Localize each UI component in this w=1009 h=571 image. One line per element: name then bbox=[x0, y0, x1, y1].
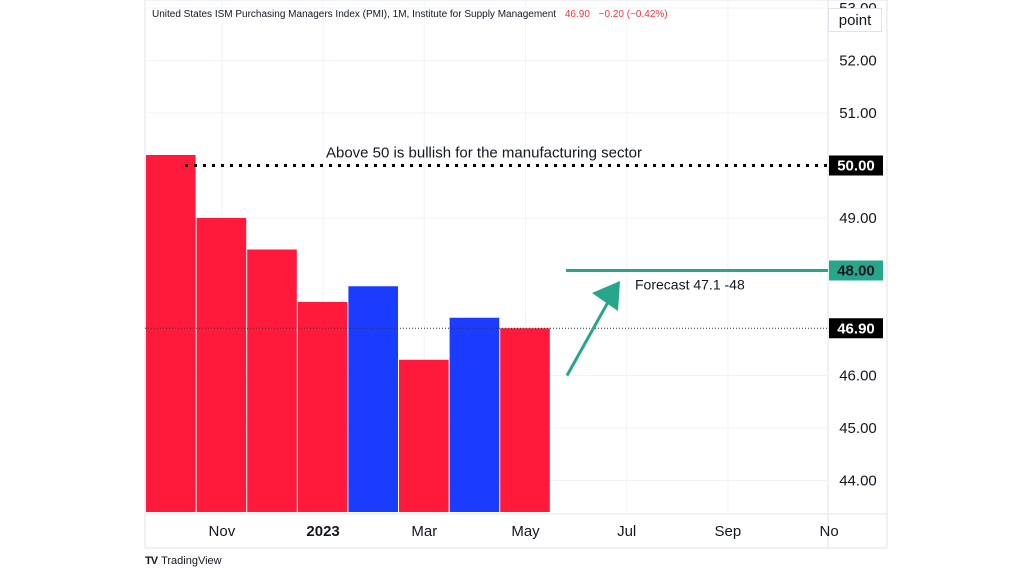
legend-last-value: 46.90 bbox=[564, 9, 590, 20]
chart-legend: United States ISM Purchasing Managers In… bbox=[152, 9, 668, 20]
threshold-annotation: Above 50 is bullish for the manufacturin… bbox=[326, 145, 642, 162]
bar-oct bbox=[146, 155, 196, 512]
y-tick-label: 51.00 bbox=[839, 105, 877, 122]
y-tick-label: 52.00 bbox=[839, 53, 877, 70]
bar-mar bbox=[399, 359, 449, 512]
last-price-label-box bbox=[829, 318, 883, 339]
tradingview-brand: TradingView bbox=[161, 555, 222, 567]
forecast-price-label-box bbox=[829, 260, 883, 281]
bar-dec bbox=[247, 249, 297, 512]
last-price-label-text: 46.90 bbox=[837, 320, 875, 337]
unit-label: point bbox=[838, 11, 872, 29]
y-tick-label: 49.00 bbox=[839, 210, 877, 227]
x-tick-label: Nov bbox=[209, 523, 236, 540]
x-tick-label: Mar bbox=[411, 523, 437, 540]
y-tick-label: 46.00 bbox=[839, 368, 877, 385]
forecast-price-label-text: 48.00 bbox=[837, 263, 875, 280]
forecast-annotation: Forecast 47.1 -48 bbox=[635, 277, 745, 293]
bar-nov bbox=[196, 218, 247, 512]
x-tick-label: Jul bbox=[617, 523, 636, 540]
bar-feb bbox=[348, 286, 398, 512]
threshold-price-label-box bbox=[829, 155, 883, 176]
x-tick-label: 2023 bbox=[306, 523, 339, 540]
bar-apr bbox=[449, 317, 500, 512]
y-tick-label: 45.00 bbox=[839, 420, 877, 437]
forecast-arrow-head-icon bbox=[592, 281, 620, 311]
threshold-price-label-text: 50.00 bbox=[837, 158, 875, 175]
legend-title: United States ISM Purchasing Managers In… bbox=[152, 9, 557, 20]
legend-change: −0.20 (−0.42%) bbox=[598, 9, 668, 20]
bar-2023 bbox=[297, 302, 348, 512]
unit-selector[interactable]: point bbox=[828, 8, 882, 32]
y-tick-label: 44.00 bbox=[839, 473, 877, 490]
tradingview-attribution[interactable]: TV TradingView bbox=[145, 555, 222, 567]
x-tick-label: Sep bbox=[715, 523, 742, 540]
chart-border bbox=[144, 0, 888, 549]
x-tick-label: No bbox=[820, 523, 839, 540]
bar-may bbox=[500, 328, 550, 512]
forecast-arrow-shaft bbox=[565, 294, 614, 377]
x-tick-label: May bbox=[511, 523, 540, 540]
tradingview-logo-icon: TV bbox=[145, 555, 158, 567]
